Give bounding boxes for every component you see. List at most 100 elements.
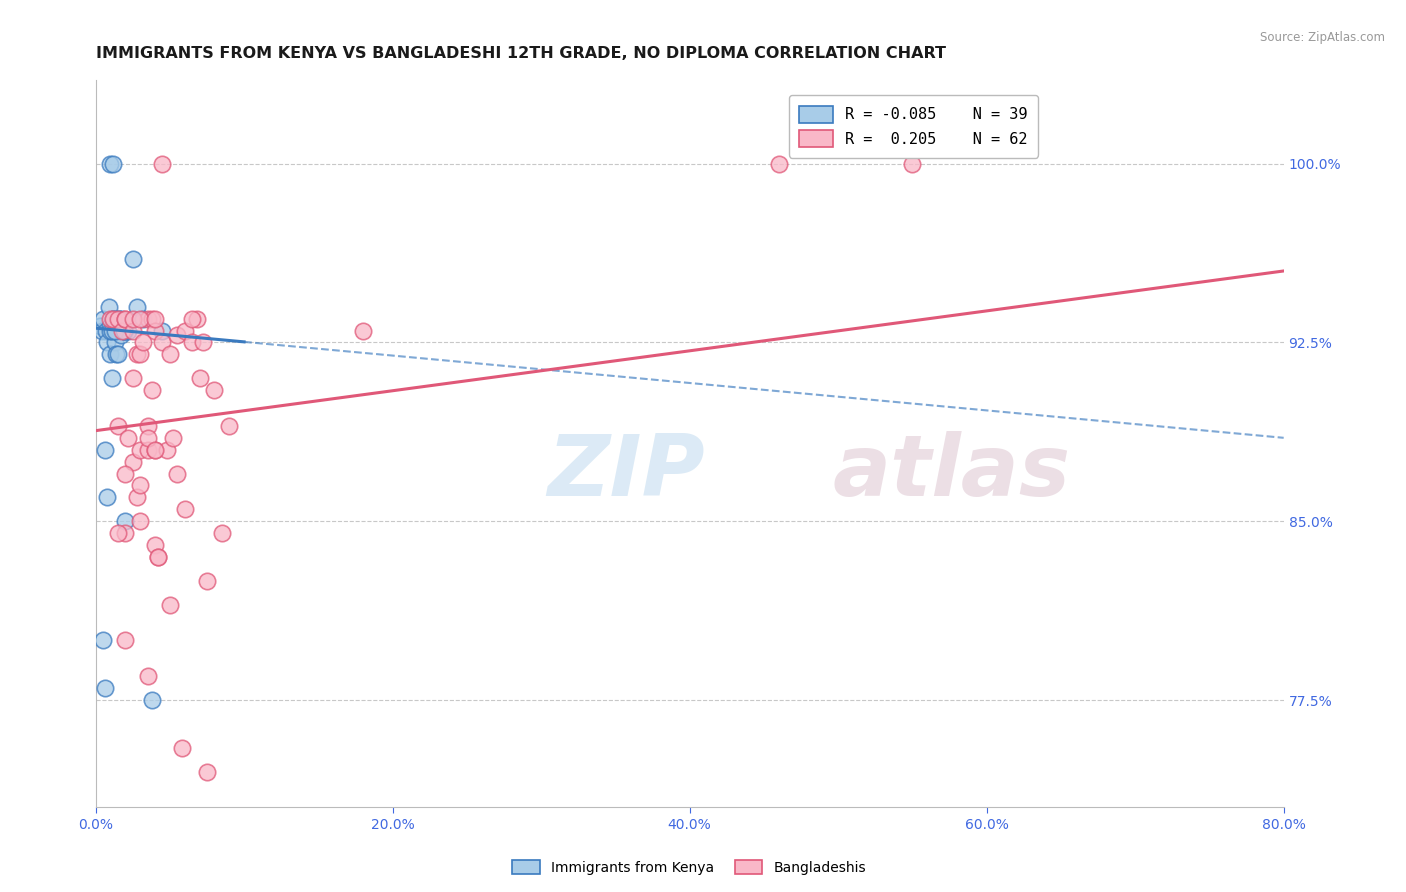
Point [107, 324, 129, 338]
Point [111, 311, 134, 326]
Point [132, 311, 155, 326]
Point [186, 311, 208, 326]
Point [96, 491, 118, 505]
Point [121, 371, 143, 385]
Point [89, 318, 111, 333]
Point [107, 347, 129, 361]
Point [136, 431, 159, 445]
Point [143, 311, 166, 326]
Point [100, 318, 122, 333]
Point [112, 324, 135, 338]
Point [181, 335, 204, 350]
Point [91, 633, 114, 648]
Point [166, 328, 188, 343]
Point [103, 157, 125, 171]
Point [143, 538, 166, 552]
Point [129, 347, 152, 361]
Point [136, 311, 159, 326]
Point [114, 311, 136, 326]
Point [188, 371, 211, 385]
Point [121, 311, 143, 326]
Point [121, 252, 143, 266]
Point [152, 157, 174, 171]
Point [114, 514, 136, 528]
Point [152, 324, 174, 338]
Point [218, 418, 240, 433]
Point [101, 371, 124, 385]
Point [129, 514, 152, 528]
Point [170, 740, 193, 755]
Point [352, 324, 374, 338]
Point [195, 574, 218, 588]
Point [110, 328, 132, 343]
Point [105, 311, 128, 326]
Point [143, 442, 166, 457]
Point [107, 311, 129, 326]
Point [107, 418, 129, 433]
Point [101, 324, 124, 338]
Point [114, 467, 136, 481]
Point [141, 311, 163, 326]
Point [195, 764, 218, 779]
Point [90, 324, 112, 338]
Point [111, 324, 134, 338]
Point [191, 335, 214, 350]
Point [108, 311, 131, 326]
Point [162, 431, 184, 445]
Point [108, 311, 131, 326]
Point [129, 311, 152, 326]
Point [166, 467, 188, 481]
Point [98, 300, 121, 314]
Point [103, 311, 125, 326]
Point [146, 549, 169, 564]
Point [132, 335, 155, 350]
Point [117, 324, 139, 338]
Point [114, 311, 136, 326]
Point [112, 324, 135, 338]
Point [103, 311, 125, 326]
Point [768, 157, 790, 171]
Point [136, 442, 159, 457]
Point [136, 418, 159, 433]
Point [159, 598, 181, 612]
Point [211, 526, 233, 541]
Point [127, 491, 149, 505]
Point [901, 157, 924, 171]
Point [121, 324, 143, 338]
Point [121, 455, 143, 469]
Point [129, 478, 152, 492]
Point [129, 442, 152, 457]
Point [173, 324, 195, 338]
Point [104, 324, 127, 338]
Point [156, 442, 179, 457]
Text: atlas: atlas [832, 432, 1070, 515]
Point [181, 311, 204, 326]
Point [146, 549, 169, 564]
Point [143, 324, 166, 338]
Point [114, 526, 136, 541]
Point [96, 335, 118, 350]
Point [100, 347, 122, 361]
Point [117, 431, 139, 445]
Point [107, 526, 129, 541]
Point [105, 347, 128, 361]
Text: ZIP: ZIP [547, 432, 704, 515]
Text: IMMIGRANTS FROM KENYA VS BANGLADESHI 12TH GRADE, NO DIPLOMA CORRELATION CHART: IMMIGRANTS FROM KENYA VS BANGLADESHI 12T… [96, 45, 946, 61]
Point [152, 335, 174, 350]
Point [141, 693, 163, 707]
Point [93, 681, 115, 695]
Point [93, 442, 115, 457]
Point [100, 311, 122, 326]
Text: Source: ZipAtlas.com: Source: ZipAtlas.com [1260, 31, 1385, 45]
Point [136, 669, 159, 683]
Point [127, 347, 149, 361]
Point [114, 633, 136, 648]
Point [173, 502, 195, 516]
Legend: Immigrants from Kenya, Bangladeshis: Immigrants from Kenya, Bangladeshis [506, 855, 872, 880]
Point [114, 324, 136, 338]
Point [103, 311, 125, 326]
Point [204, 383, 226, 397]
Point [100, 324, 122, 338]
Point [127, 300, 149, 314]
Legend: R = -0.085    N = 39, R =  0.205    N = 62: R = -0.085 N = 39, R = 0.205 N = 62 [789, 95, 1039, 158]
